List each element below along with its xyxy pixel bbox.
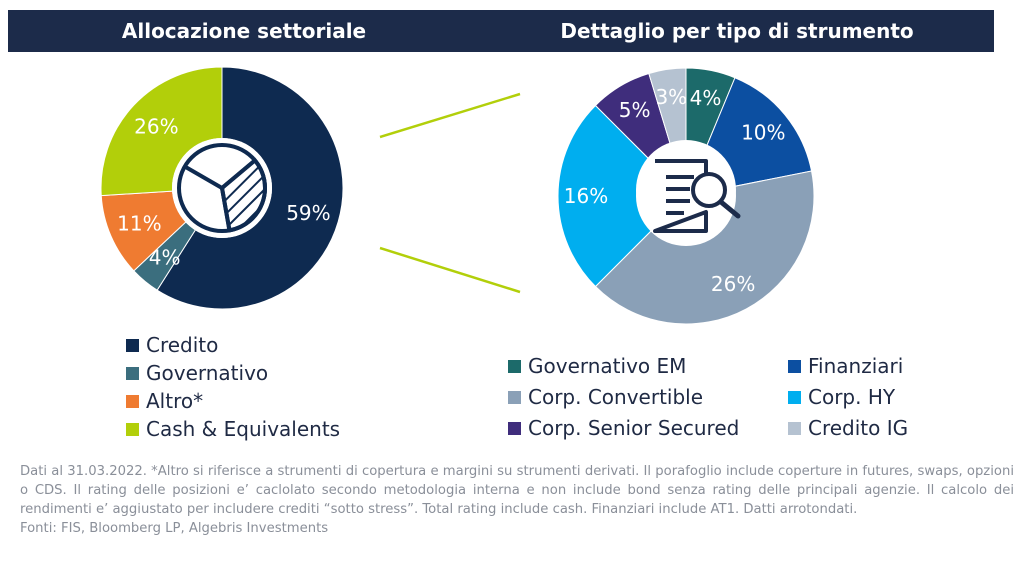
legend-label: Finanziari (808, 354, 904, 378)
legend-label: Governativo (146, 361, 269, 385)
instrument-slice-corp-hy (557, 104, 687, 288)
legend-swatch (126, 422, 139, 436)
instrument-legend-governativo-em: Governativo EM (508, 352, 788, 380)
instrument-label-credito-ig: 3% (655, 85, 687, 109)
legend-swatch (126, 366, 139, 380)
sector-label-credito: 59% (286, 201, 330, 225)
legend-label: Credito (146, 333, 219, 357)
instrument-legend-corp-hy: Corp. HY (788, 383, 1008, 411)
instrument-slice-corp-convertible (594, 170, 815, 325)
instrument-label-corp-hy: 16% (564, 184, 608, 208)
legend-label: Credito IG (808, 416, 909, 440)
legend-label: Altro* (146, 389, 204, 413)
legend-label: Cash & Equivalents (146, 417, 341, 441)
legend-label: Governativo EM (528, 354, 687, 378)
instrument-label-governativo-em: 4% (690, 86, 722, 110)
sector-legend-credito: Credito (126, 331, 340, 359)
instrument-legend-corp-convertible: Corp. Convertible (508, 383, 788, 411)
legend-label: Corp. Convertible (528, 385, 704, 409)
footnote: Dati al 31.03.2022. *Altro si riferisce … (20, 462, 1014, 538)
instrument-legend-credito-ig: Credito IG (788, 414, 1008, 442)
sector-legend-governativo: Governativo (126, 359, 340, 387)
instrument-legend-corp-senior-secured: Corp. Senior Secured (508, 414, 788, 442)
legend-swatch (788, 359, 801, 373)
legend-label: Corp. HY (808, 385, 896, 409)
instrument-label-finanziari: 10% (741, 121, 785, 145)
pie-chart-icon (172, 138, 272, 238)
sector-legend-cash-equivalents: Cash & Equivalents (126, 415, 340, 443)
legend-swatch (508, 421, 521, 435)
footnote-sources: Fonti: FIS, Bloomberg LP, Algebris Inves… (20, 521, 329, 536)
connector-line-bottom (379, 246, 521, 294)
legend-swatch (126, 338, 139, 352)
legend-label: Corp. Senior Secured (528, 416, 740, 440)
legend-swatch (508, 390, 521, 404)
instrument-legend-finanziari: Finanziari (788, 352, 1008, 380)
legend-swatch (508, 359, 521, 373)
document-search-icon (636, 140, 741, 240)
footnote-text: Dati al 31.03.2022. *Altro si riferisce … (20, 464, 1014, 517)
sector-legend-altro: Altro* (126, 387, 340, 415)
instrument-label-corp-convertible: 26% (711, 272, 755, 296)
sector-label-altro: 11% (117, 212, 161, 236)
charts-canvas: 59%4%11%26% 4%10%26%16%5%3% (100, 66, 815, 325)
legend-swatch (126, 394, 139, 408)
instrument-label-corp-senior-secured: 5% (619, 98, 651, 122)
connector-line-top (379, 92, 521, 139)
legend-swatch (788, 390, 801, 404)
header-instrument-detail: Dettaglio per tipo di strumento (480, 10, 994, 52)
sector-label-cash-equivalents: 26% (134, 114, 178, 138)
legend-instrument: Governativo EM Finanziari Corp. Convertibl… (508, 352, 1008, 442)
legend-swatch (788, 421, 801, 435)
header-sector-allocation: Allocazione settoriale (8, 10, 480, 52)
legend-sector: Credito Governativo Altro* Cash & Equivalen… (126, 331, 340, 443)
